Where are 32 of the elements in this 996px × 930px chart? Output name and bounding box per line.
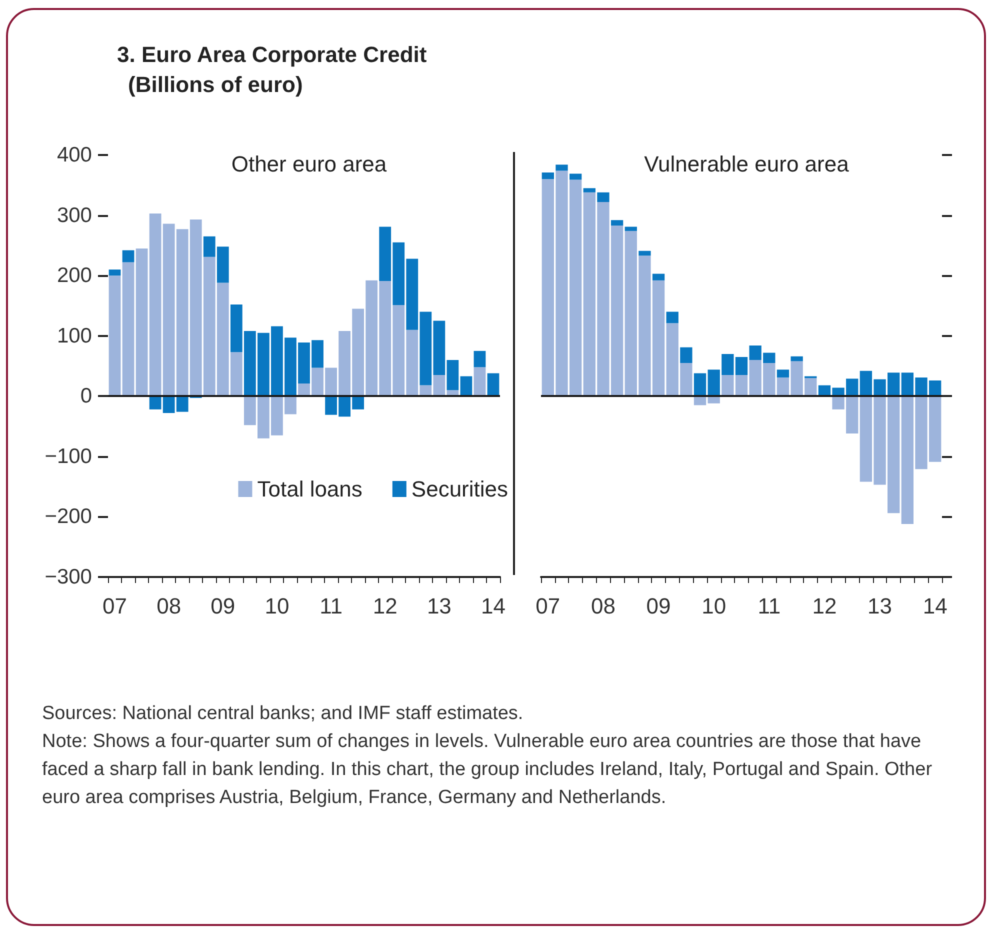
source-note: Sources: National central banks; and IMF staff estimates. — [42, 702, 524, 726]
x-tick-label: 11 — [320, 594, 342, 618]
x-tick-label: 09 — [210, 594, 236, 618]
annotation: Other euro area — [231, 152, 388, 176]
x-tick-label: 13 — [426, 594, 452, 618]
x-tick-label: 14 — [481, 594, 506, 618]
x-tick-label: 08 — [156, 594, 182, 618]
chart-subtitle: (Billions of euro) — [128, 72, 303, 98]
x-tick-label: 11 — [758, 594, 781, 618]
chart-title: 3. Euro Area Corporate Credit — [117, 42, 427, 68]
x-tick-label: 14 — [922, 594, 948, 618]
x-tick-label: 10 — [264, 594, 290, 618]
annotation: Vulnerable euro area — [644, 152, 850, 176]
x-tick-label: 12 — [372, 594, 398, 618]
x-tick-label: 07 — [102, 594, 127, 618]
y-tick-label: 200 — [56, 264, 92, 288]
legend-label: Securities — [411, 476, 508, 502]
x-tick-label: 08 — [590, 594, 616, 618]
x-tick-label: 09 — [646, 594, 671, 618]
text: Note: Shows a four-quarter sum of changes in levels. Vulnerable euro area countries are those that have faced a sharp fall in bank lending. In this chart, the group includes Ireland, Italy, Portugal and Spain. Other euro area comprises Austria, Belgium, France, Germany and Netherlands. — [42, 730, 934, 810]
y-tick-label: 0 — [80, 384, 92, 408]
y-tick-label: −200 — [44, 505, 92, 528]
x-tick-label: 07 — [536, 594, 560, 618]
x-tick-label: 10 — [702, 594, 726, 618]
x-tick-label: 12 — [812, 594, 837, 618]
x-tick-label: 13 — [868, 594, 892, 618]
y-tick-label: 100 — [56, 324, 92, 348]
y-tick-label: −100 — [44, 444, 92, 468]
legend-label: Total loans — [257, 476, 362, 502]
y-tick-label: 300 — [56, 204, 92, 227]
y-tick-label: −300 — [44, 566, 92, 588]
y-tick-label: 400 — [56, 144, 92, 166]
